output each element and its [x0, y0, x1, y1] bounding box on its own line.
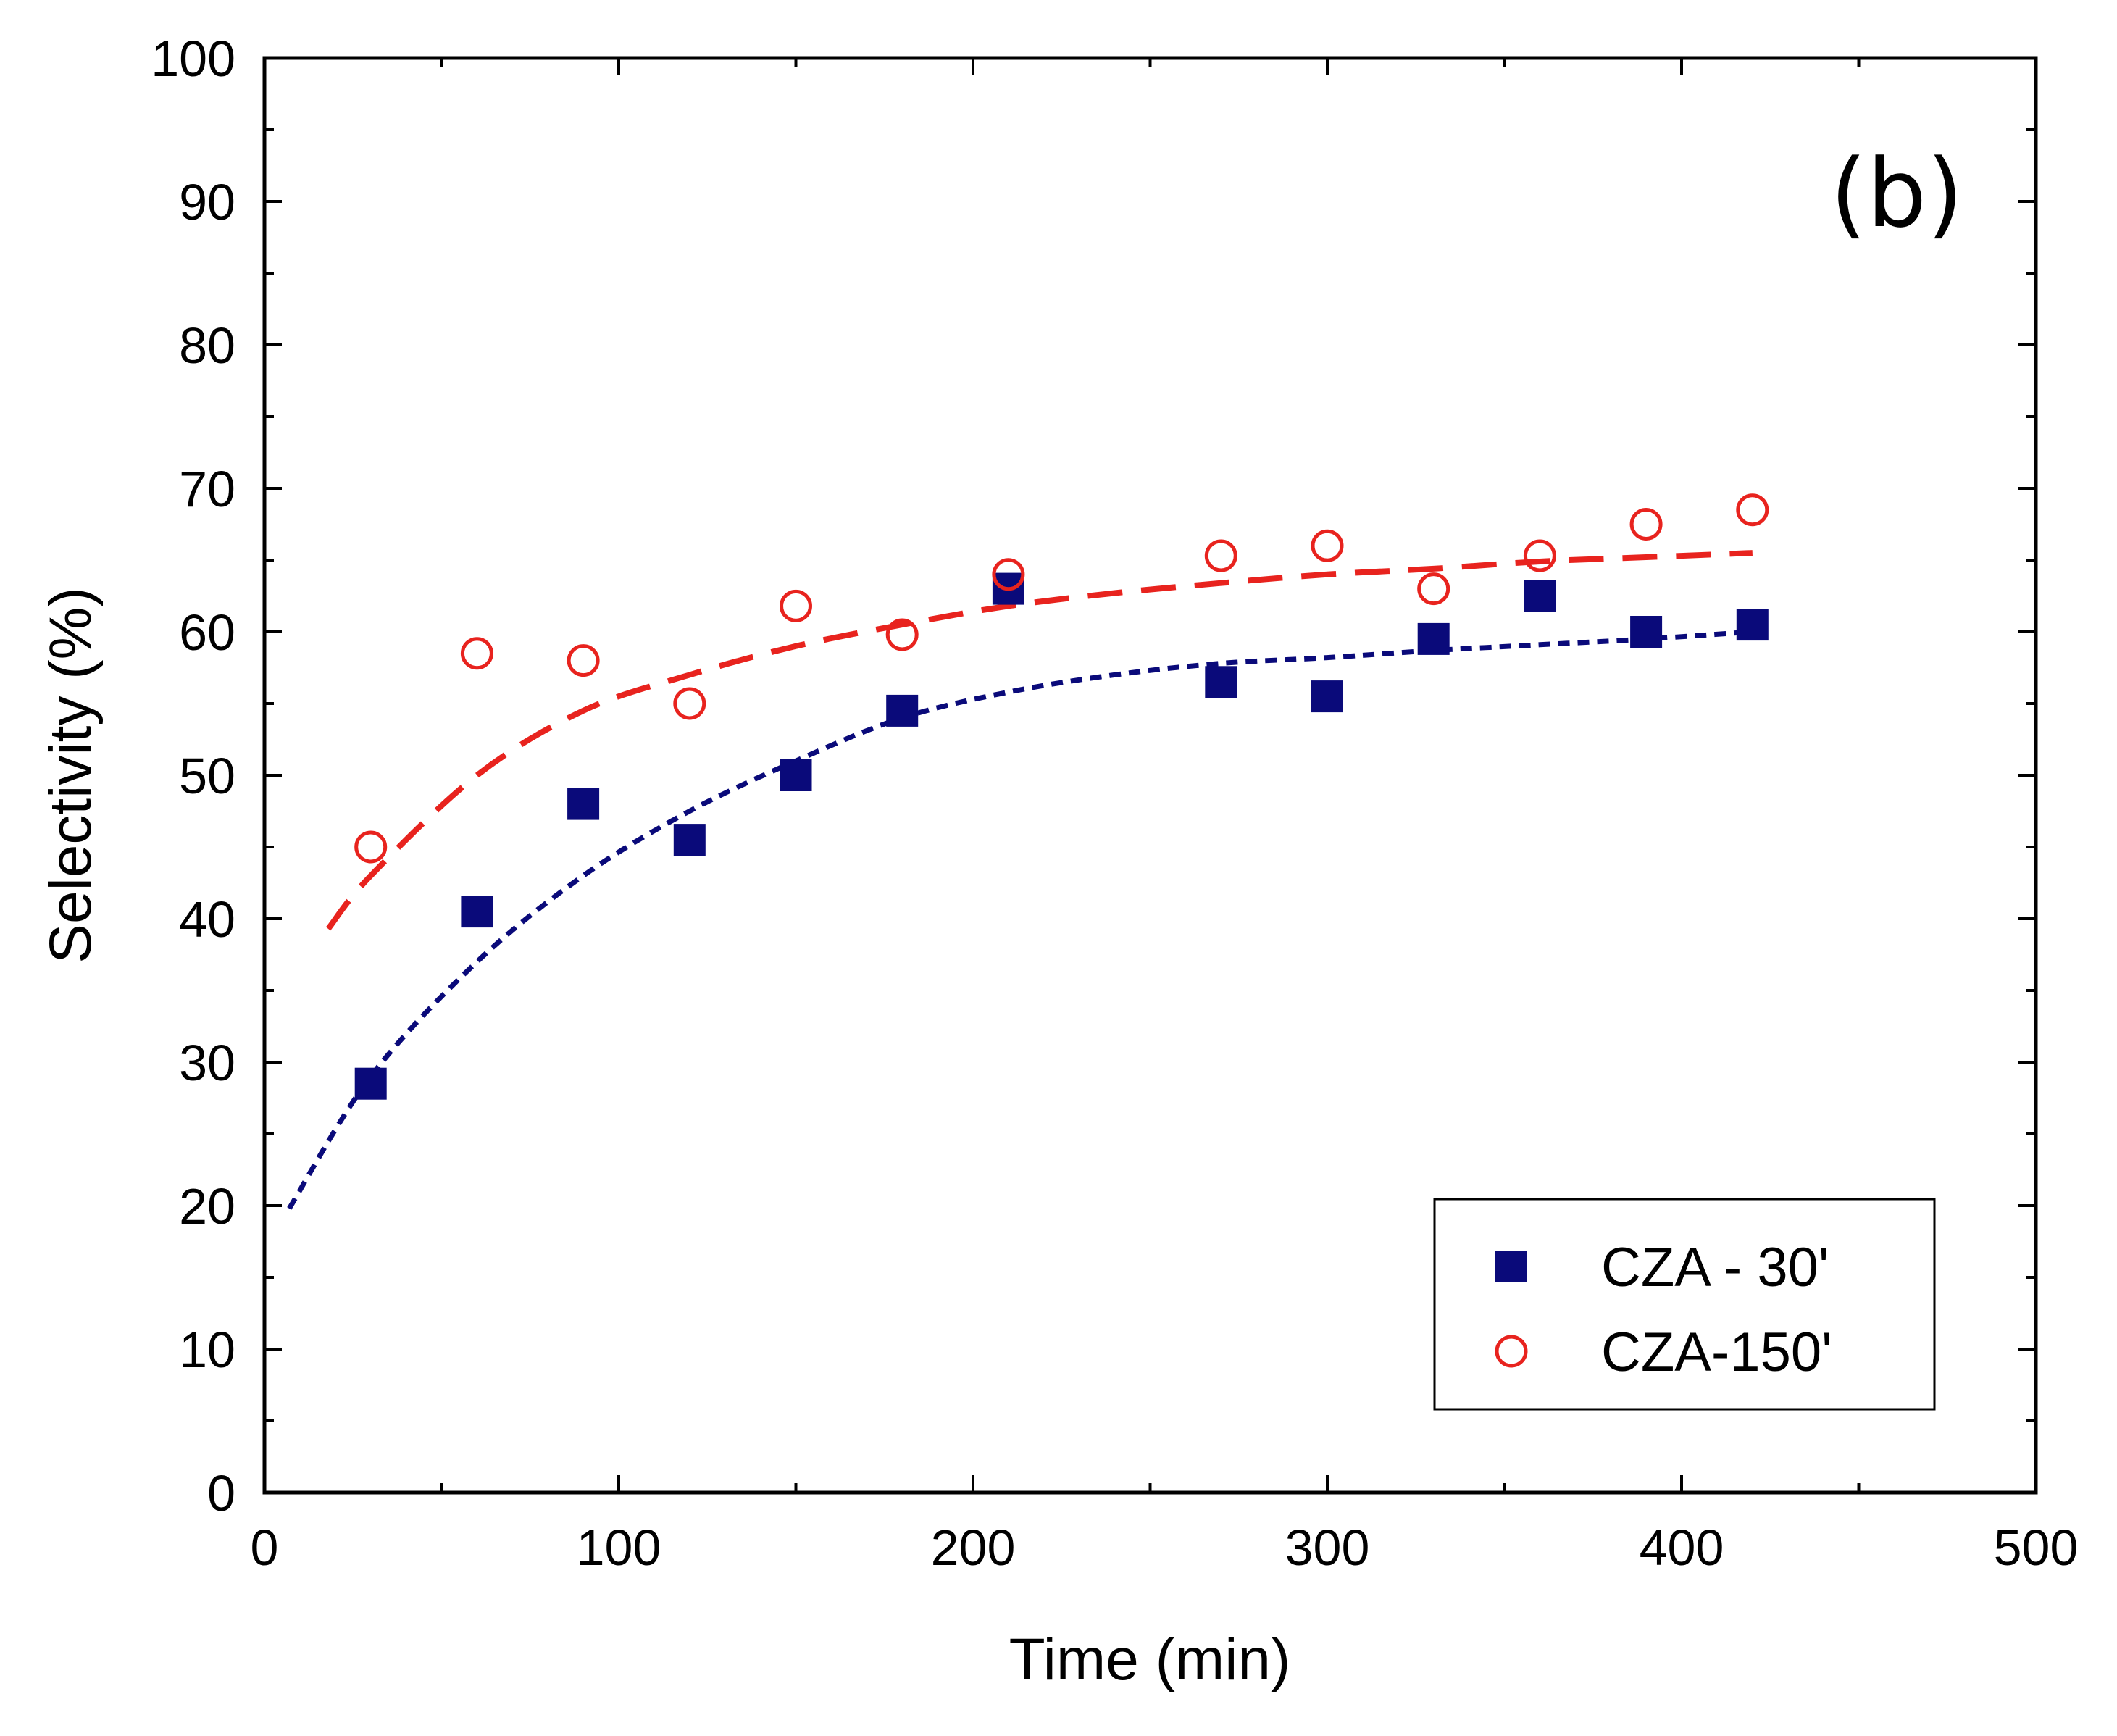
data-point-series-0 [886, 694, 919, 727]
x-tick-label: 500 [1994, 1519, 2079, 1576]
fit-curve-series-1 [325, 550, 1753, 931]
legend-marker-circle [1495, 1335, 1528, 1368]
x-tick-label: 0 [251, 1519, 279, 1576]
data-point-series-1 [567, 644, 600, 677]
data-point-series-0 [1417, 622, 1450, 655]
data-point-series-1 [1629, 508, 1663, 541]
data-point-series-1 [354, 830, 388, 864]
legend: CZA - 30' CZA-150' [1433, 1198, 1936, 1411]
data-point-series-0 [1736, 609, 1769, 641]
data-point-series-1 [460, 637, 493, 670]
data-point-series-1 [1523, 539, 1556, 572]
data-point-series-0 [1524, 580, 1556, 612]
y-tick-label: 10 [179, 1322, 235, 1378]
x-tick-label: 100 [577, 1519, 661, 1576]
x-axis-title: Time (min) [1009, 1627, 1291, 1693]
data-point-series-1 [673, 687, 706, 720]
x-tick-label: 300 [1285, 1519, 1370, 1576]
y-tick-label: 80 [179, 317, 235, 374]
x-tick-label: 400 [1640, 1519, 1724, 1576]
data-point-series-1 [780, 589, 812, 622]
data-point-series-1 [1311, 529, 1344, 562]
y-tick-label: 0 [207, 1465, 235, 1522]
data-point-series-0 [673, 824, 706, 856]
data-points [354, 493, 1769, 1100]
data-point-series-0 [780, 759, 812, 791]
tick-labels: 0 100 200 300 400 500 0 10 20 30 40 50 60 70 80 90 100 [151, 30, 2078, 1576]
data-point-series-1 [1736, 493, 1769, 527]
y-tick-label: 30 [179, 1035, 235, 1091]
data-point-series-1 [1204, 539, 1237, 572]
data-point-series-0 [354, 1067, 387, 1100]
plot-frame [262, 56, 2038, 1495]
y-tick-label: 60 [179, 604, 235, 661]
data-point-series-0 [1205, 666, 1237, 698]
legend-label-cza-30: CZA - 30' [1601, 1237, 1829, 1298]
data-point-series-0 [461, 896, 493, 928]
data-point-series-1 [1417, 572, 1450, 606]
data-point-series-0 [567, 788, 600, 820]
data-point-series-0 [1311, 680, 1343, 713]
data-point-series-1 [992, 558, 1025, 591]
legend-box [1433, 1198, 1936, 1411]
fit-curve-series-0 [287, 629, 1753, 1210]
data-point-series-1 [885, 618, 919, 651]
data-point-series-0 [1630, 616, 1663, 648]
y-axis-title: Selectivity (%) [38, 587, 104, 963]
y-tick-label: 100 [151, 30, 235, 87]
legend-marker-square [1495, 1251, 1527, 1282]
y-tick-label: 50 [179, 748, 235, 804]
fit-curves [287, 550, 1753, 1210]
panel-label: (b) [1830, 138, 1963, 249]
y-tick-label: 40 [179, 891, 235, 948]
y-tick-label: 70 [179, 461, 235, 517]
legend-label-cza-150: CZA-150' [1601, 1322, 1832, 1383]
x-tick-label: 200 [931, 1519, 1016, 1576]
y-tick-label: 20 [179, 1178, 235, 1235]
y-tick-label: 90 [179, 174, 235, 230]
